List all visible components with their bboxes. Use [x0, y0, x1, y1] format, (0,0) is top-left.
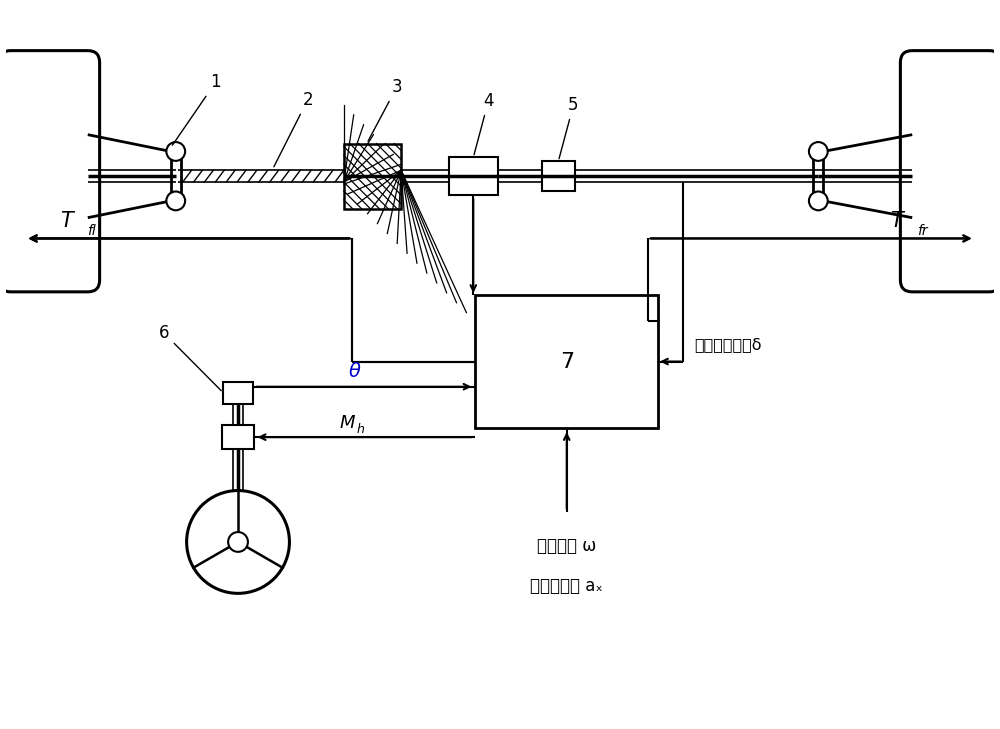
Circle shape — [166, 192, 185, 210]
Text: 2: 2 — [274, 91, 313, 167]
Bar — [344, 144, 401, 208]
FancyBboxPatch shape — [0, 50, 100, 292]
Bar — [542, 161, 575, 191]
Text: fr: fr — [917, 224, 928, 238]
Bar — [222, 425, 254, 449]
Text: 实际车轮转角δ: 实际车轮转角δ — [695, 337, 762, 351]
Text: fl: fl — [87, 224, 96, 238]
Text: 1: 1 — [172, 73, 221, 145]
Bar — [223, 382, 253, 404]
Circle shape — [187, 491, 289, 593]
Circle shape — [809, 142, 828, 161]
Circle shape — [166, 142, 185, 161]
Text: 6: 6 — [159, 324, 221, 391]
FancyBboxPatch shape — [900, 50, 1000, 292]
Text: 3: 3 — [368, 78, 402, 141]
Text: h: h — [357, 424, 365, 436]
Bar — [475, 295, 658, 428]
Text: θ: θ — [348, 362, 360, 381]
Text: T: T — [890, 211, 903, 230]
Text: 纵向加速度 aₓ: 纵向加速度 aₓ — [530, 577, 603, 595]
Circle shape — [809, 192, 828, 210]
Text: 四轮轮速 ω: 四轮轮速 ω — [537, 537, 596, 555]
Text: M: M — [339, 414, 355, 432]
Bar — [449, 157, 498, 195]
Text: T: T — [60, 211, 73, 230]
Circle shape — [228, 532, 248, 552]
Text: 5: 5 — [559, 96, 579, 159]
Text: 7: 7 — [560, 351, 574, 372]
Text: 4: 4 — [474, 92, 494, 155]
